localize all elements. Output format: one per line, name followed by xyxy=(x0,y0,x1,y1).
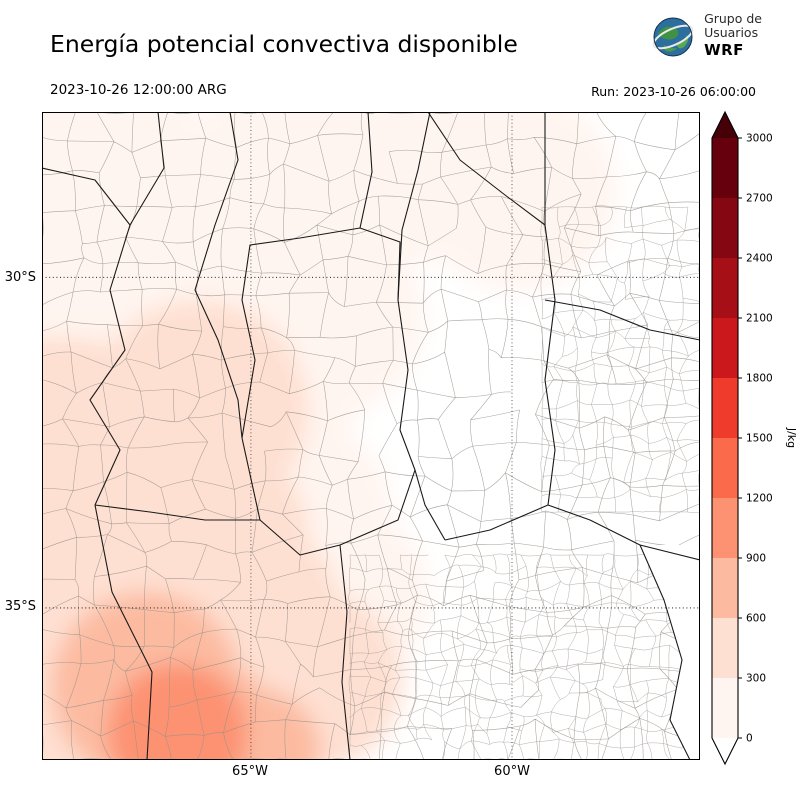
y-axis-label-30s: 30°S xyxy=(0,270,36,285)
logo-line-1: Grupo de xyxy=(704,12,762,26)
colorbar-tick-label: 900 xyxy=(746,553,766,565)
valid-time-label: 2023-10-26 12:00:00 ARG xyxy=(50,82,227,98)
colorbar-tick-label: 300 xyxy=(746,673,766,685)
logo-wrf-label: WRF xyxy=(704,42,762,59)
y-axis-label-35s: 35°S xyxy=(0,599,36,614)
colorbar-segment xyxy=(712,558,738,618)
wrf-globe-icon xyxy=(650,13,696,59)
page-title: Energía potencial convectiva disponible xyxy=(50,30,518,58)
colorbar-segment xyxy=(712,378,738,438)
colorbar-tick-label: 3000 xyxy=(746,133,773,145)
colorbar-segment xyxy=(712,498,738,558)
colorbar-segment xyxy=(712,438,738,498)
colorbar: 0 300 600 900 1200 1500 1800 2100 2400 2700 3000 J/… xyxy=(706,104,800,784)
colorbar-tick-label: 2700 xyxy=(746,193,773,205)
colorbar-segment xyxy=(712,138,738,198)
run-time-label: Run: 2023-10-26 06:00:00 xyxy=(591,84,756,99)
x-axis-label-60w: 60°W xyxy=(484,764,540,779)
colorbar-tick-label: 2100 xyxy=(746,313,773,325)
cape-map xyxy=(42,112,700,760)
colorbar-segment xyxy=(712,678,738,738)
colorbar-units-label: J/kg xyxy=(785,427,798,448)
wrf-logo-text: Grupo de Usuarios WRF xyxy=(704,12,762,59)
logo-line-2: Usuarios xyxy=(704,26,762,40)
colorbar-tick-label: 0 xyxy=(746,733,753,745)
colorbar-over-arrow xyxy=(712,112,738,138)
colorbar-segment xyxy=(712,318,738,378)
colorbar-segment xyxy=(712,258,738,318)
map-area xyxy=(42,112,700,760)
colorbar-tick-label: 1800 xyxy=(746,373,773,385)
x-axis-label-65w: 65°W xyxy=(222,764,278,779)
wrf-logo: Grupo de Usuarios WRF xyxy=(650,12,762,59)
colorbar-tick-label: 1200 xyxy=(746,493,773,505)
colorbar-tick-label: 1500 xyxy=(746,433,773,445)
colorbar-segment xyxy=(712,618,738,678)
colorbar-tick-label: 600 xyxy=(746,613,766,625)
colorbar-under-arrow xyxy=(712,738,738,764)
colorbar-tick-label: 2400 xyxy=(746,253,773,265)
colorbar-segment xyxy=(712,198,738,258)
